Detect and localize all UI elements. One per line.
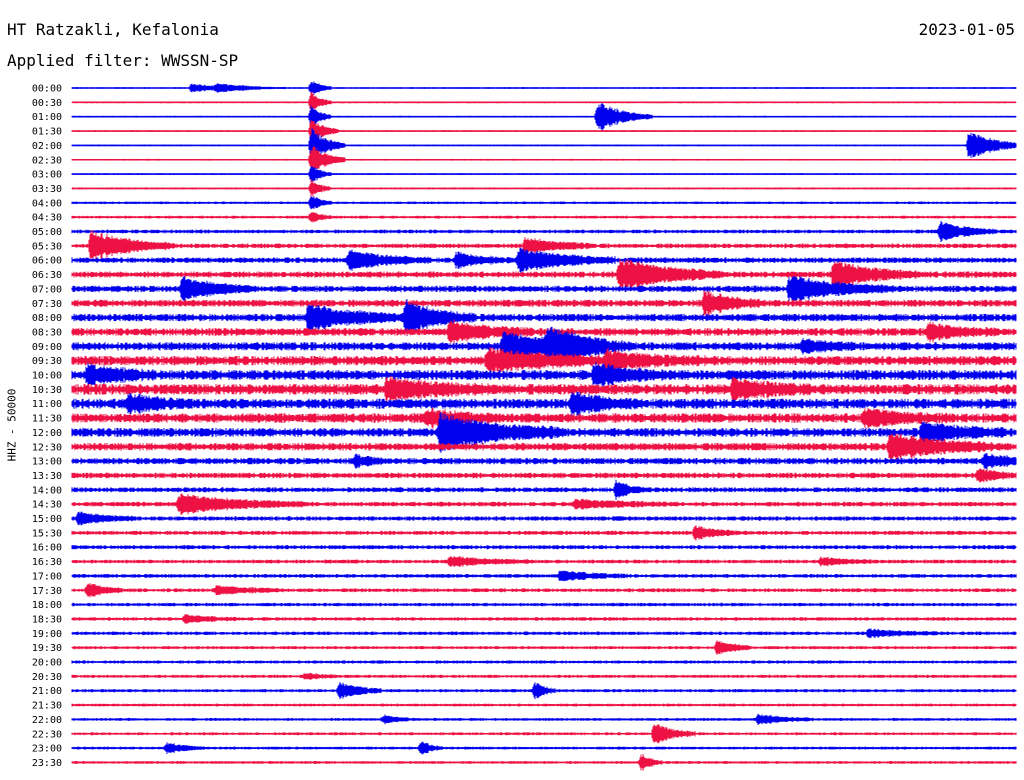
row-time-label: 04:30: [32, 213, 62, 224]
row-time-label: 07:30: [32, 299, 62, 310]
row-time-label: 22:00: [32, 715, 62, 726]
date-label: 2023-01-05: [918, 20, 1015, 39]
row-time-label: 08:00: [32, 313, 62, 324]
row-time-label: 05:30: [32, 241, 62, 252]
row-time-label: 23:30: [32, 758, 62, 769]
row-time-label: 01:00: [32, 112, 62, 123]
row-time-label: 10:30: [32, 385, 62, 396]
row-time-label: 13:30: [32, 471, 62, 482]
row-time-label: 14:00: [32, 485, 62, 496]
row-time-label: 23:00: [32, 744, 62, 755]
row-time-label: 08:30: [32, 327, 62, 338]
row-time-label: 21:00: [32, 686, 62, 697]
row-time-label: 12:00: [32, 428, 62, 439]
row-time-label: 09:00: [32, 342, 62, 353]
row-time-label: 12:30: [32, 442, 62, 453]
row-time-label: 05:00: [32, 227, 62, 238]
row-time-label: 04:00: [32, 198, 62, 209]
row-time-label: 11:30: [32, 414, 62, 425]
row-time-label: 03:00: [32, 170, 62, 181]
row-time-label: 16:30: [32, 557, 62, 568]
filter-label: Applied filter: WWSSN-SP: [7, 51, 239, 70]
row-time-label: 10:00: [32, 371, 62, 382]
row-time-label: 19:00: [32, 629, 62, 640]
row-time-label: 20:30: [32, 672, 62, 683]
row-time-label: 20:00: [32, 658, 62, 669]
row-time-label: 13:00: [32, 457, 62, 468]
row-time-label: 06:30: [32, 270, 62, 281]
row-time-label: 00:30: [32, 98, 62, 109]
row-time-label: 17:30: [32, 586, 62, 597]
row-time-label: 02:30: [32, 155, 62, 166]
row-time-label: 07:00: [32, 284, 62, 295]
row-time-label: 01:30: [32, 127, 62, 138]
row-time-label: 11:00: [32, 399, 62, 410]
row-time-label: 00:00: [32, 84, 62, 95]
row-time-label: 15:30: [32, 528, 62, 539]
row-time-label: 22:30: [32, 729, 62, 740]
row-time-label: 14:30: [32, 500, 62, 511]
row-time-label: 06:00: [32, 256, 62, 267]
row-time-label: 02:00: [32, 141, 62, 152]
row-time-label: 16:00: [32, 543, 62, 554]
row-time-label: 03:30: [32, 184, 62, 195]
row-time-label: 15:00: [32, 514, 62, 525]
row-time-label: 18:00: [32, 600, 62, 611]
row-time-label: 09:30: [32, 356, 62, 367]
row-time-label: 21:30: [32, 701, 62, 712]
row-time-label: 19:30: [32, 643, 62, 654]
row-time-label: 18:30: [32, 614, 62, 625]
station-title: HT Ratzakli, Kefalonia: [7, 20, 219, 39]
row-time-label: 17:00: [32, 571, 62, 582]
